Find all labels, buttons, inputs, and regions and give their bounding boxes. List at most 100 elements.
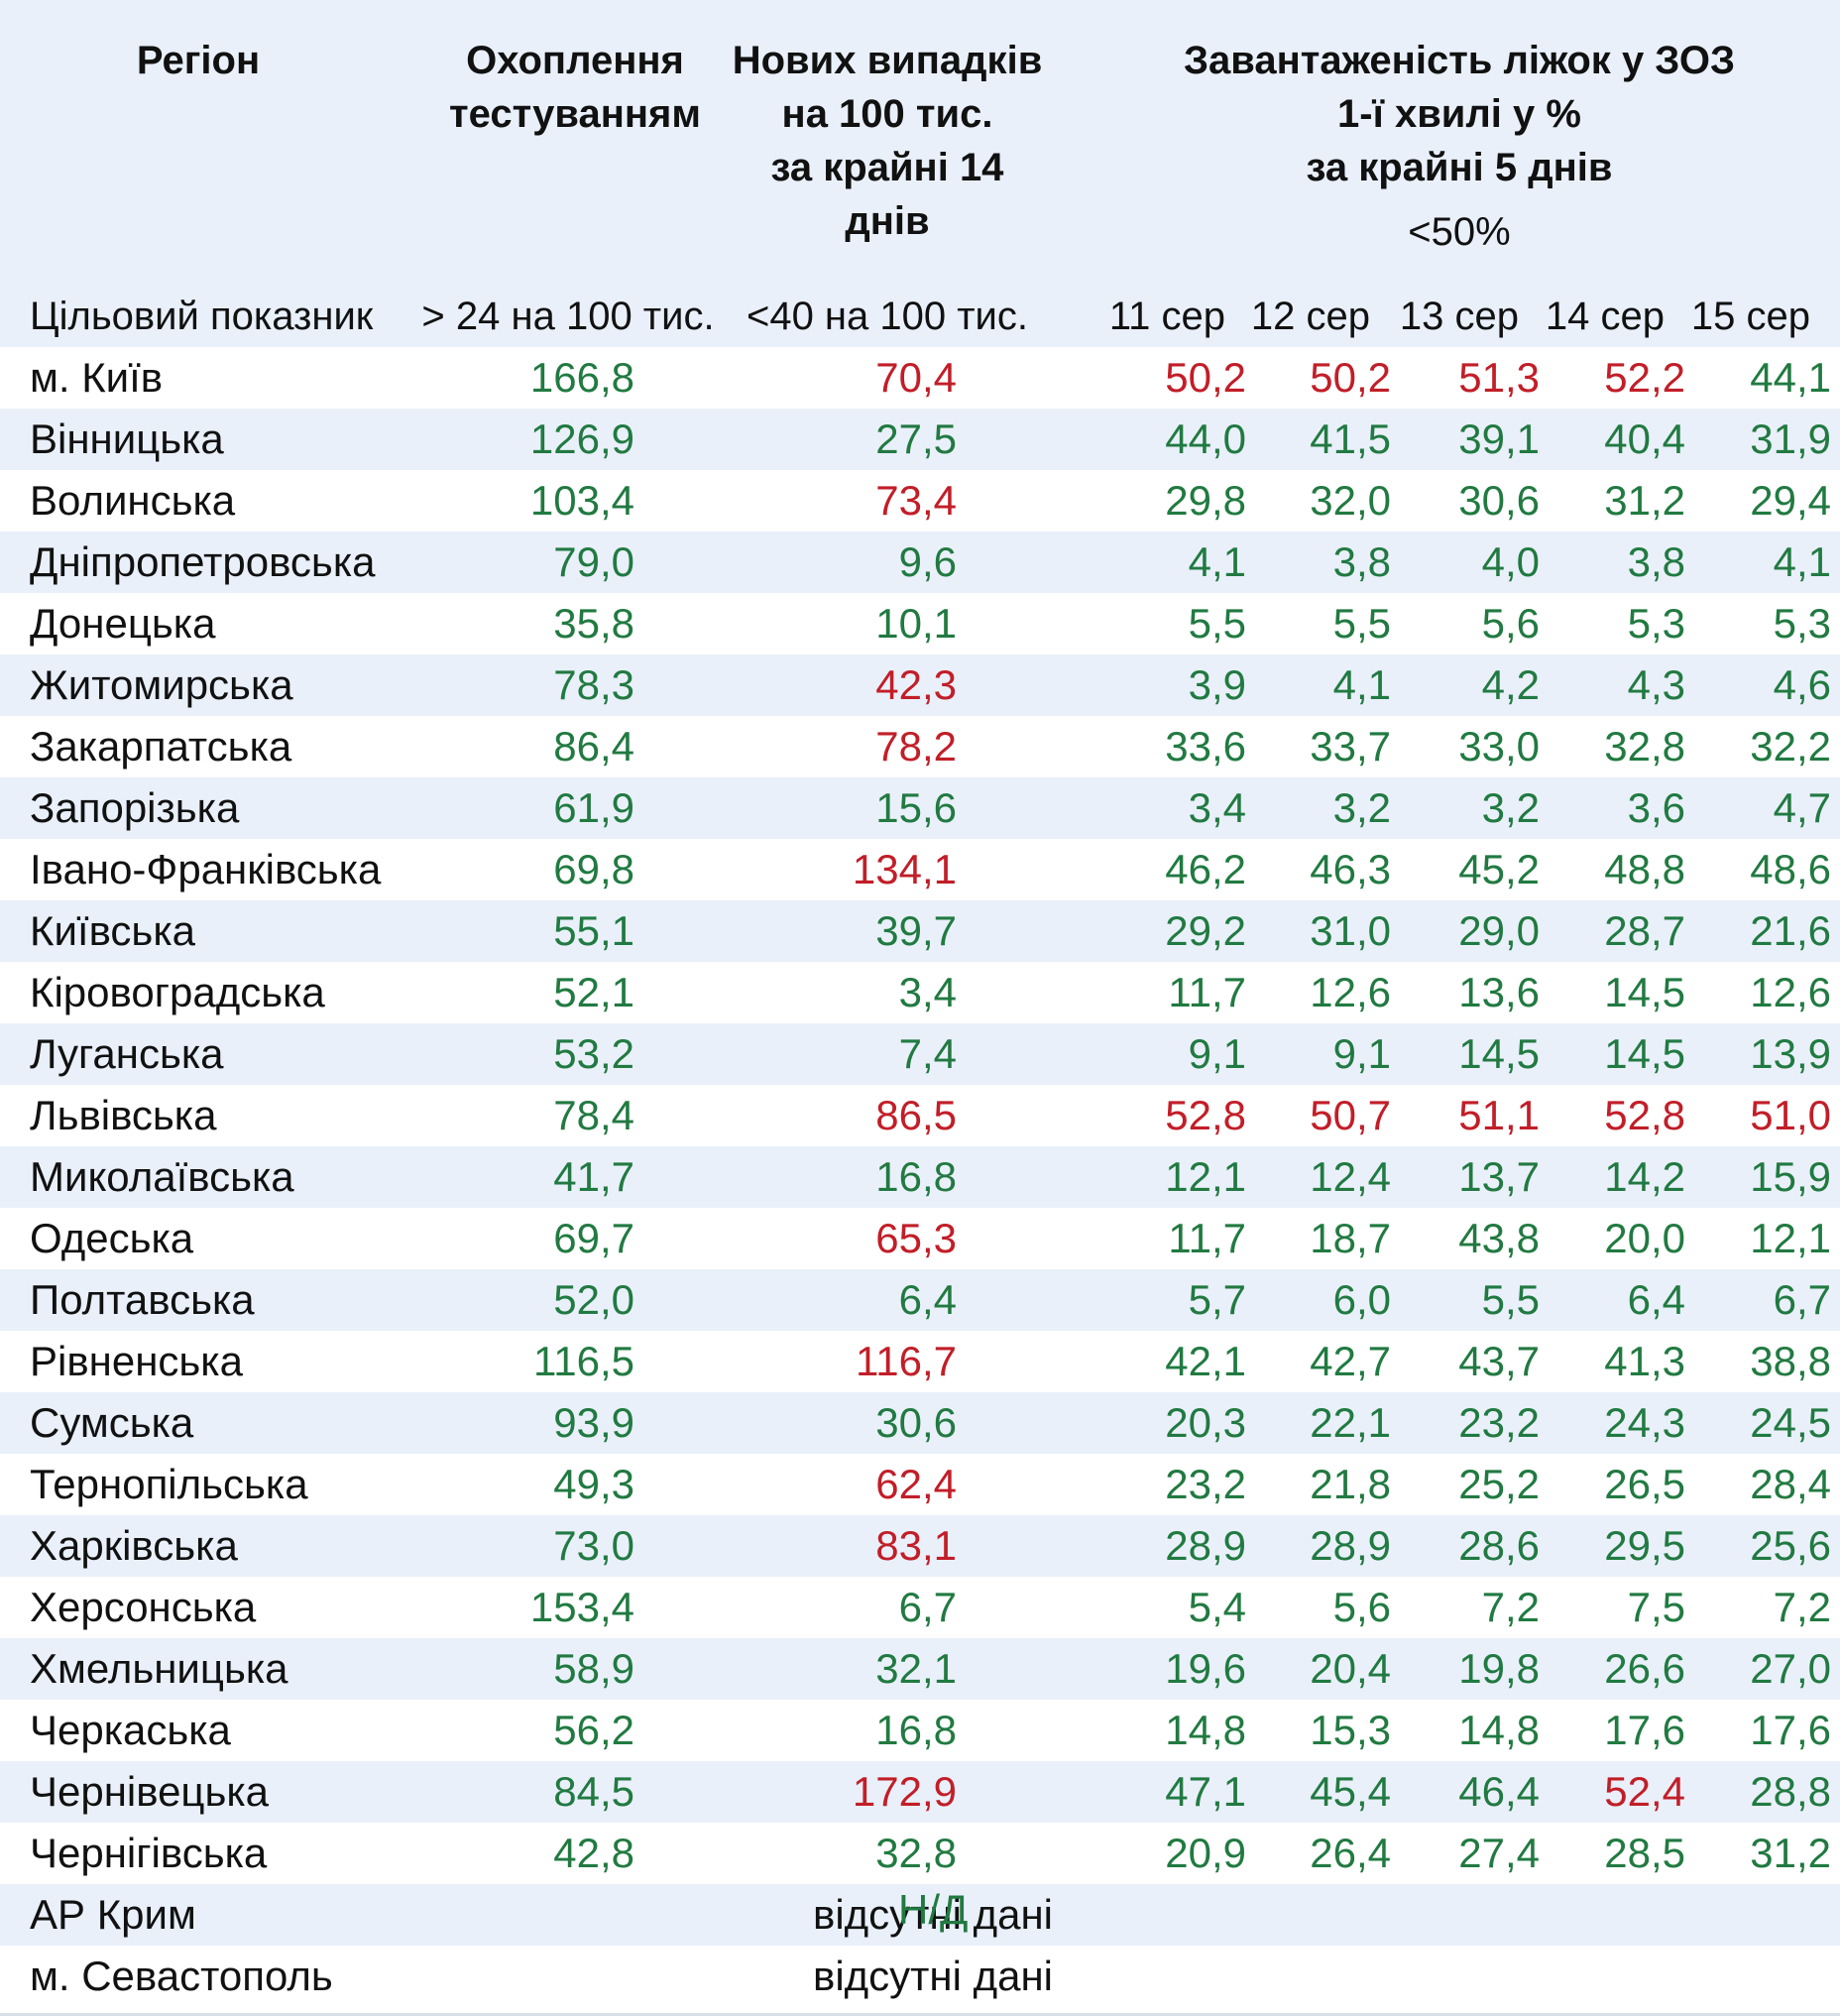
testing-coverage-value: 78,3 (553, 661, 634, 708)
new-cases-value: 7,4 (898, 1030, 957, 1077)
new-cases-value: 78,2 (875, 723, 957, 770)
bed-occupancy-value-aug-14: 52,8 (1604, 1092, 1685, 1138)
no-data-label: відсутні дані (813, 1891, 1053, 1938)
new-cases-value: 39,7 (875, 907, 957, 954)
region-name: Миколаївська (30, 1153, 294, 1200)
new-cases-value: 83,1 (875, 1522, 957, 1569)
bed-occupancy-value-aug-13: 43,8 (1458, 1215, 1540, 1261)
date-column-aug-12: 12 сер (1250, 295, 1370, 338)
bed-occupancy-value-aug-11: 20,9 (1165, 1830, 1246, 1876)
bed-occupancy-value-aug-13: 46,4 (1458, 1768, 1540, 1815)
bed-occupancy-value-aug-15: 28,4 (1750, 1461, 1831, 1507)
testing-coverage-value: 166,8 (529, 354, 634, 401)
table-row-no-data: м. Севастополь відсутні дані (0, 1946, 1840, 2007)
testing-coverage-value: 93,9 (553, 1399, 634, 1446)
table-row: Дніпропетровська 79,0 9,6 4,1 3,8 4,0 3,… (0, 532, 1840, 593)
testing-coverage-value: 52,0 (553, 1276, 634, 1323)
bed-occupancy-value-aug-15: 48,6 (1750, 846, 1831, 892)
testing-coverage-value: 49,3 (553, 1461, 634, 1507)
bed-occupancy-value-aug-11: 20,3 (1165, 1399, 1246, 1446)
bed-occupancy-value-aug-13: 51,1 (1458, 1092, 1540, 1138)
table-row: Миколаївська 41,7 16,8 12,1 12,4 13,7 14… (0, 1146, 1840, 1208)
bed-occupancy-value-aug-14: 28,7 (1604, 907, 1685, 954)
bed-occupancy-value-aug-14: 28,5 (1604, 1830, 1685, 1876)
bed-occupancy-value-aug-13: 27,4 (1458, 1830, 1540, 1876)
testing-coverage-value: 42,8 (553, 1830, 634, 1876)
testing-coverage-value: 52,1 (553, 969, 634, 1015)
bed-occupancy-value-aug-15: 13,9 (1750, 1030, 1831, 1077)
new-cases-value: 70,4 (875, 354, 957, 401)
bed-occupancy-value-aug-14: 14,5 (1604, 969, 1685, 1015)
bed-occupancy-value-aug-13: 14,5 (1458, 1030, 1540, 1077)
table-row-no-data: АР Крим відсутні дані Н/Д (0, 1884, 1840, 1946)
bed-occupancy-value-aug-11: 33,6 (1165, 723, 1246, 770)
bed-occupancy-value-aug-14: 32,8 (1604, 723, 1685, 770)
table-row: Запорізька 61,9 15,6 3,4 3,2 3,2 3,6 4,7 (0, 777, 1840, 839)
bed-occupancy-value-aug-15: 51,0 (1750, 1092, 1831, 1138)
bed-occupancy-value-aug-14: 3,6 (1627, 784, 1685, 831)
no-data-cell: відсутні дані Н/Д (357, 1884, 1831, 1946)
testing-coverage-value: 53,2 (553, 1030, 634, 1077)
bed-occupancy-value-aug-15: 17,6 (1750, 1707, 1831, 1753)
bed-occupancy-value-aug-11: 3,9 (1188, 661, 1246, 708)
region-name: Харківська (30, 1522, 238, 1569)
bed-occupancy-value-aug-11: 5,4 (1188, 1584, 1246, 1630)
bed-occupancy-value-aug-13: 43,7 (1458, 1338, 1540, 1384)
bed-occupancy-value-aug-14: 6,4 (1627, 1276, 1685, 1323)
new-cases-value: 62,4 (875, 1461, 957, 1507)
bed-occupancy-value-aug-14: 29,5 (1604, 1522, 1685, 1569)
bed-occupancy-value-aug-14: 7,5 (1627, 1584, 1685, 1630)
target-cases-threshold: <40 на 100 тис. (746, 295, 1029, 338)
bed-occupancy-value-aug-13: 19,8 (1458, 1645, 1540, 1692)
testing-coverage-value: 153,4 (529, 1584, 634, 1630)
testing-coverage-value: 78,4 (553, 1092, 634, 1138)
bed-occupancy-value-aug-13: 3,2 (1481, 784, 1540, 831)
table-row: Черкаська 56,2 16,8 14,8 15,3 14,8 17,6 … (0, 1700, 1840, 1761)
bed-occupancy-value-aug-13: 5,6 (1481, 600, 1540, 647)
table-row: м. Київ 166,8 70,4 50,2 50,2 51,3 52,2 4… (0, 347, 1840, 409)
bed-occupancy-value-aug-11: 29,2 (1165, 907, 1246, 954)
date-column-aug-14: 14 сер (1545, 295, 1665, 338)
region-name: Кіровоградська (30, 969, 325, 1015)
bed-occupancy-value-aug-15: 7,2 (1773, 1584, 1831, 1630)
bed-occupancy-value-aug-13: 4,0 (1481, 538, 1540, 585)
bed-occupancy-value-aug-11: 12,1 (1165, 1153, 1246, 1200)
bed-occupancy-value-aug-14: 31,2 (1604, 477, 1685, 524)
bed-occupancy-value-aug-13: 7,2 (1481, 1584, 1540, 1630)
target-indicator-label: Цільовий показник (30, 295, 374, 338)
bed-occupancy-value-aug-13: 29,0 (1458, 907, 1540, 954)
region-name: Закарпатська (30, 723, 292, 770)
table-row: Херсонська 153,4 6,7 5,4 5,6 7,2 7,5 7,2 (0, 1577, 1840, 1638)
bed-occupancy-value-aug-14: 40,4 (1604, 415, 1685, 462)
bed-occupancy-value-aug-12: 5,5 (1332, 600, 1391, 647)
bed-occupancy-value-aug-11: 47,1 (1165, 1768, 1246, 1815)
table-row: Хмельницька 58,9 32,1 19,6 20,4 19,8 26,… (0, 1638, 1840, 1700)
bed-occupancy-value-aug-11: 9,1 (1188, 1030, 1246, 1077)
bed-occupancy-value-aug-11: 11,7 (1168, 969, 1246, 1015)
bed-occupancy-value-aug-11: 29,8 (1165, 477, 1246, 524)
table-row: Закарпатська 86,4 78,2 33,6 33,7 33,0 32… (0, 716, 1840, 777)
bed-occupancy-value-aug-14: 24,3 (1604, 1399, 1685, 1446)
table-header: Регіон Охоплення тестуванням Нових випад… (0, 0, 1840, 347)
region-name: Київська (30, 907, 195, 954)
table-row: Чернігівська 42,8 32,8 20,9 26,4 27,4 28… (0, 1823, 1840, 1884)
new-cases-value: 116,7 (856, 1338, 957, 1384)
testing-coverage-value: 35,8 (553, 600, 634, 647)
testing-coverage-value: 126,9 (529, 415, 634, 462)
bed-occupancy-value-aug-14: 41,3 (1604, 1338, 1685, 1384)
new-cases-value: 9,6 (898, 538, 957, 585)
table-row: Донецька 35,8 10,1 5,5 5,5 5,6 5,3 5,3 (0, 593, 1840, 654)
bed-occupancy-value-aug-15: 12,6 (1750, 969, 1831, 1015)
testing-coverage-value: 61,9 (553, 784, 634, 831)
bed-occupancy-value-aug-11: 46,2 (1165, 846, 1246, 892)
bed-occupancy-value-aug-15: 12,1 (1750, 1215, 1831, 1261)
new-cases-value: 42,3 (875, 661, 957, 708)
bed-occupancy-value-aug-12: 4,1 (1332, 661, 1391, 708)
table-row: Львівська 78,4 86,5 52,8 50,7 51,1 52,8 … (0, 1085, 1840, 1146)
bed-occupancy-value-aug-15: 4,7 (1773, 784, 1831, 831)
no-data-overlay: Н/Д (898, 1886, 969, 1933)
region-name: Луганська (30, 1030, 224, 1077)
table-row: Волинська 103,4 73,4 29,8 32,0 30,6 31,2… (0, 470, 1840, 532)
bed-occupancy-value-aug-12: 46,3 (1310, 846, 1391, 892)
bed-occupancy-value-aug-14: 26,5 (1604, 1461, 1685, 1507)
